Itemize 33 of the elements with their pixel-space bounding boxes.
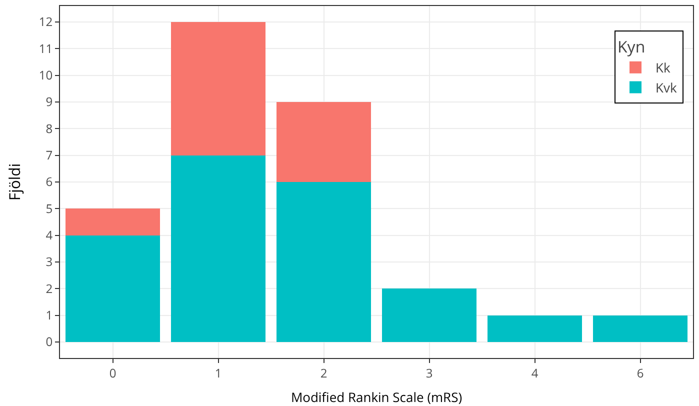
bar (170, 155, 266, 342)
y-tick-label: 11 (38, 40, 53, 57)
y-tick-label: 4 (46, 226, 53, 244)
legend-title: Kyn (618, 35, 646, 58)
bar (592, 315, 688, 342)
legend-label: Kk (656, 58, 670, 76)
y-tick-label: 12 (38, 13, 53, 30)
x-tick-label: 3 (426, 364, 433, 382)
x-tick-label: 0 (109, 364, 116, 382)
y-tick-label: 10 (38, 66, 53, 84)
x-tick-label: 1 (214, 364, 222, 382)
bar (65, 235, 160, 342)
y-tick-label: 9 (46, 93, 53, 110)
y-tick-label: 0 (46, 333, 53, 350)
y-axis-title: Fjöldi (5, 163, 25, 201)
x-axis-title: Modified Rankin Scale (mRS) (290, 388, 462, 406)
x-tick-label: 6 (636, 364, 644, 382)
bar (276, 102, 372, 182)
bar (487, 315, 582, 342)
y-tick-label: 1 (46, 306, 53, 324)
y-tick-label: 5 (46, 200, 53, 217)
x-tick-label: 4 (531, 364, 538, 382)
y-tick-label: 6 (46, 173, 53, 190)
y-tick-label: 3 (46, 253, 53, 270)
bar (382, 288, 477, 342)
bar (276, 182, 372, 342)
legend-label: Kvk (656, 78, 677, 96)
bar (65, 208, 160, 236)
bar (170, 22, 266, 156)
x-tick-label: 2 (320, 364, 328, 382)
y-tick-label: 2 (46, 280, 53, 297)
y-tick-label: 8 (46, 120, 53, 137)
y-tick-label: 7 (46, 146, 53, 164)
